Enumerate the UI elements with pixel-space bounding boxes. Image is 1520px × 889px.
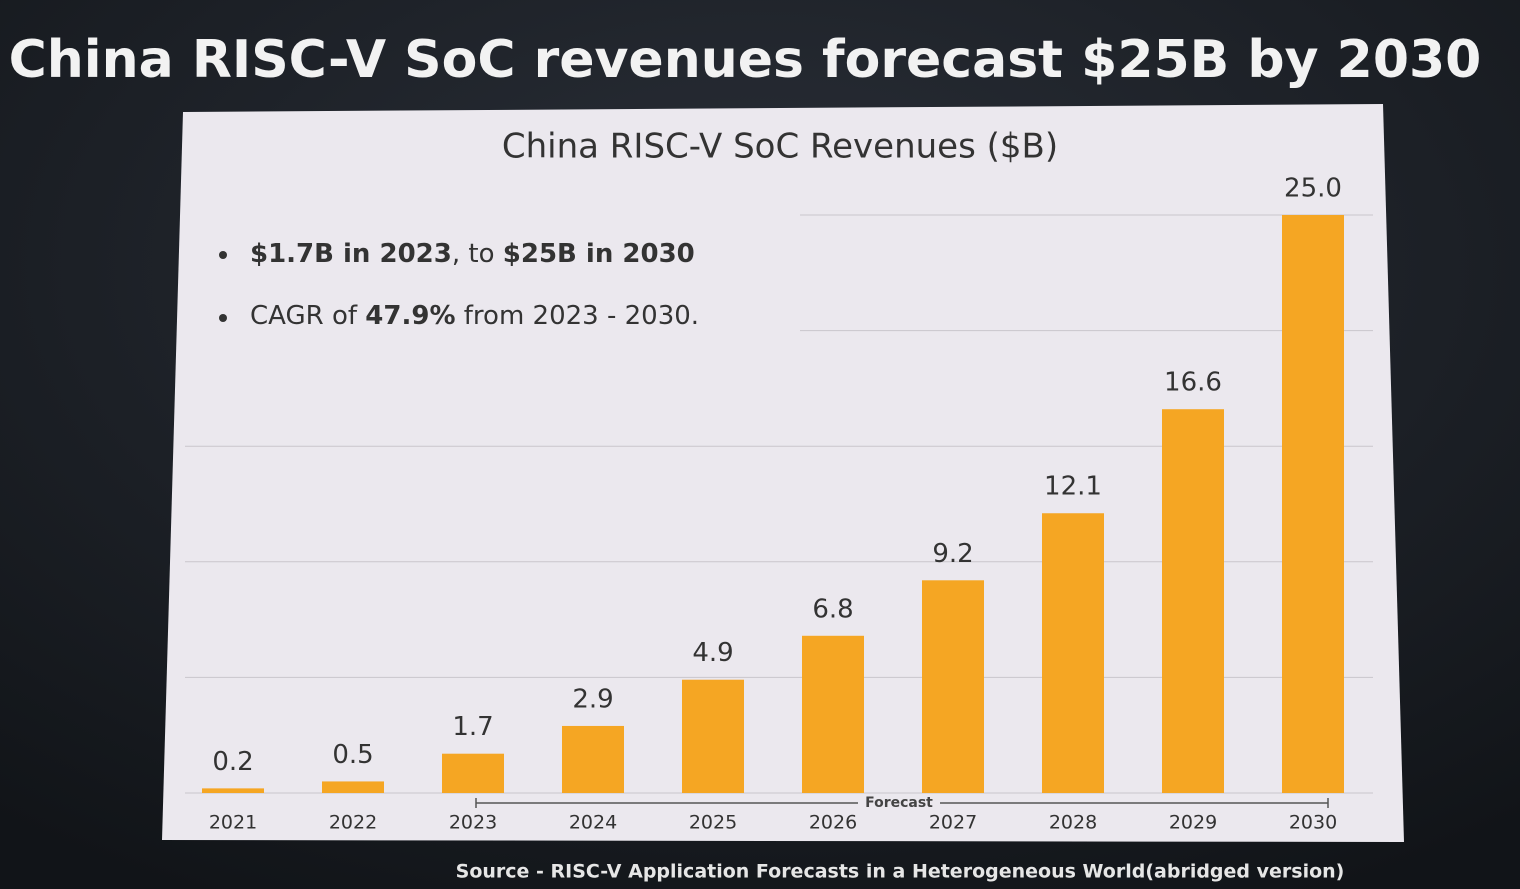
x-tick-label: 2024	[569, 812, 617, 834]
x-tick-label: 2025	[689, 812, 737, 834]
x-tick-label: 2028	[1049, 812, 1097, 834]
bullet: CAGR of 47.9% from 2023 - 2030.	[250, 301, 699, 331]
bullet-text: CAGR of	[250, 301, 365, 331]
bullet-dot	[219, 314, 227, 322]
bar	[922, 580, 984, 793]
slide-heading: China RISC-V SoC revenues forecast $25B …	[9, 30, 1482, 90]
bullet-bold: $25B in 2030	[503, 239, 695, 269]
bullet-text: from 2023 - 2030.	[456, 301, 700, 331]
bar	[802, 635, 864, 793]
bullet-bold: 47.9%	[365, 301, 455, 331]
x-tick-label: 2022	[329, 812, 377, 834]
bar	[1282, 215, 1344, 793]
bullet-dot	[219, 251, 227, 259]
bullet: $1.7B in 2023, to $25B in 2030	[250, 239, 695, 269]
x-tick-label: 2021	[209, 812, 257, 834]
data-label: 1.7	[452, 712, 493, 742]
bar	[682, 679, 744, 793]
forecast-label: Forecast	[865, 795, 933, 811]
bullet-bold: $1.7B in 2023	[250, 239, 452, 269]
data-label: 0.2	[212, 747, 253, 777]
bar	[562, 725, 624, 793]
source-note: Source - RISC-V Application Forecasts in…	[456, 861, 1345, 883]
data-label: 0.5	[332, 740, 373, 770]
bar	[322, 781, 384, 793]
bar	[1042, 513, 1104, 793]
x-tick-label: 2029	[1169, 812, 1217, 834]
data-label: 4.9	[692, 638, 733, 668]
data-label: 12.1	[1044, 472, 1102, 502]
data-label: 6.8	[812, 594, 853, 624]
x-tick-label: 2026	[809, 812, 857, 834]
x-tick-label: 2027	[929, 812, 977, 834]
bar	[1162, 409, 1224, 793]
data-label: 25.0	[1284, 174, 1342, 204]
x-tick-label: 2023	[449, 812, 497, 834]
forecast-label-bg	[858, 795, 940, 811]
bullet-text: , to	[452, 239, 503, 269]
data-label: 2.9	[572, 684, 613, 714]
chart-title: China RISC-V SoC Revenues ($B)	[502, 127, 1058, 167]
x-tick-label: 2030	[1289, 812, 1337, 834]
bar	[442, 753, 504, 793]
bar	[202, 788, 264, 793]
data-label: 16.6	[1164, 368, 1222, 398]
data-label: 9.2	[932, 539, 973, 569]
